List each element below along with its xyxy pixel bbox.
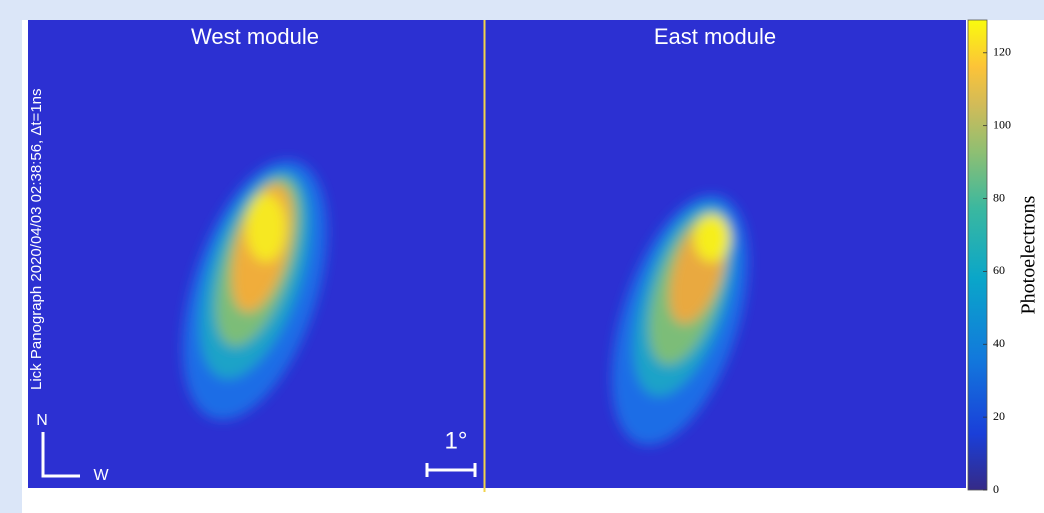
scale-label: 1° [445,427,468,454]
colorbar-tick-label: 0 [993,482,999,496]
colorbar-tick-label: 100 [993,117,1011,131]
frame [0,0,1044,20]
compass-north: N [36,412,48,429]
image [28,20,966,488]
colorbar-gradient [968,20,987,490]
compass-west: W [93,467,109,484]
frame [0,0,22,513]
colorbar-tick-label: 80 [993,190,1005,204]
figure: West module East module Lick Panograph 2… [0,0,1044,513]
colorbar-tick-label: 120 [993,45,1011,59]
colorbar-tick-label: 40 [993,336,1005,350]
colorbar-label: Photoelectrons [1018,195,1040,314]
panel-title: East module [654,24,776,49]
panel-title: West module [191,24,319,49]
annotation: Lick Panograph 2020/04/03 02:38:56, Δt=1… [28,88,45,390]
colorbar-tick-label: 60 [993,263,1005,277]
colorbar-tick-label: 20 [993,409,1005,423]
